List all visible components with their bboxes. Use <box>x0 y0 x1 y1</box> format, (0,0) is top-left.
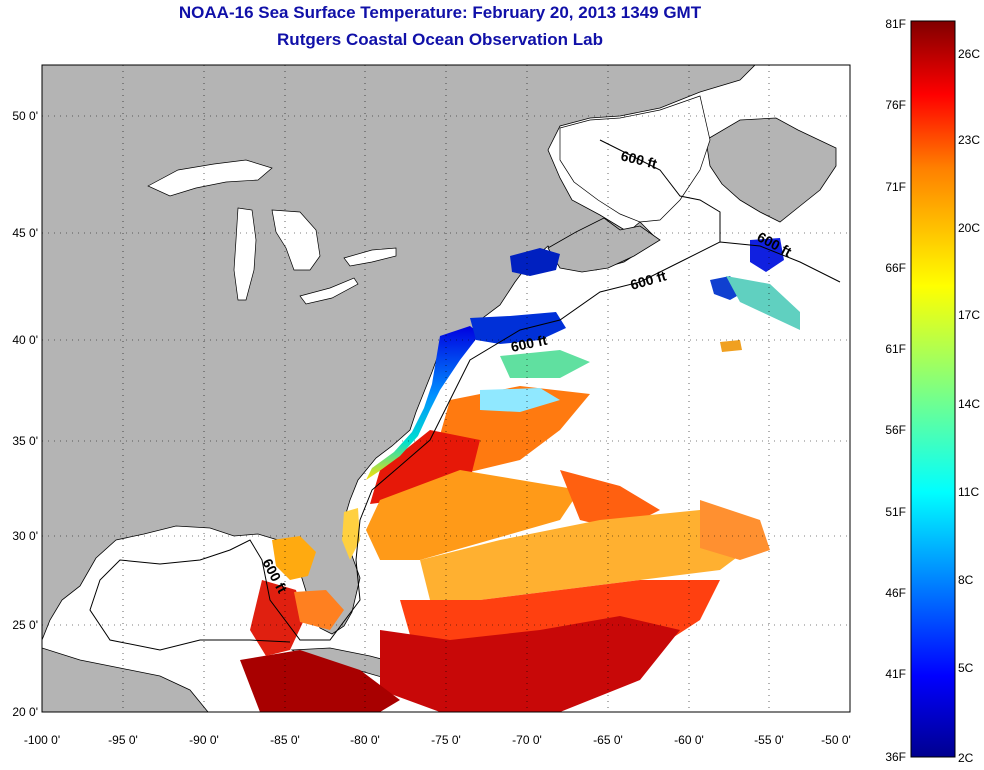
maritimes-land <box>547 217 661 273</box>
colorbar-gradient <box>910 20 956 758</box>
colorbar-c-label: 14C <box>958 397 980 411</box>
sst-data <box>240 238 800 712</box>
colorbar-f-label: 36F <box>885 750 906 764</box>
depth-contour-600ft <box>89 139 841 651</box>
colorbar-c-label: 26C <box>958 47 980 61</box>
colorbar-f-label: 56F <box>885 423 906 437</box>
lat-tick-label: 30 0' <box>12 529 38 543</box>
lon-tick-label: -85 0' <box>270 733 300 747</box>
lat-axis-labels: 20 0' 25 0' 30 0' 35 0' 40 0' 45 0' 50 0… <box>12 109 38 719</box>
gulf-st-lawrence <box>559 95 711 223</box>
lon-tick-label: -75 0' <box>431 733 461 747</box>
colorbar-f-label: 51F <box>885 505 906 519</box>
newfoundland-land <box>705 117 837 223</box>
colorbar-f-label: 46F <box>885 586 906 600</box>
colorbar-c-label: 20C <box>958 221 980 235</box>
lat-tick-label: 40 0' <box>12 333 38 347</box>
colorbar-c-label: 11C <box>958 485 979 499</box>
lon-tick-label: -100 0' <box>24 733 60 747</box>
yucatan-land <box>42 647 209 712</box>
colorbar-c-label: 17C <box>958 308 980 322</box>
map-title: NOAA-16 Sea Surface Temperature: Februar… <box>178 3 702 22</box>
lon-tick-label: -95 0' <box>108 733 138 747</box>
depth-label: 600 ft <box>509 332 548 355</box>
lake-erie <box>299 277 359 305</box>
lat-tick-label: 45 0' <box>12 226 38 240</box>
colorbar-f-label: 41F <box>885 667 906 681</box>
lake-superior <box>147 159 273 197</box>
lon-tick-label: -60 0' <box>674 733 704 747</box>
colorbar-c-labels: 26C 23C 20C 17C 14C 11C 8C 5C 2C <box>958 47 980 765</box>
colorbar-c-label: 2C <box>958 751 974 765</box>
lat-tick-label: 25 0' <box>12 618 38 632</box>
map-subtitle: Rutgers Coastal Ocean Observation Lab <box>277 30 603 49</box>
lat-tick-label: 20 0' <box>12 705 38 719</box>
colorbar-c-label: 8C <box>958 573 974 587</box>
lat-tick-label: 50 0' <box>12 109 38 123</box>
colorbar-f-label: 66F <box>885 261 906 275</box>
lon-tick-label: -65 0' <box>593 733 623 747</box>
colorbar-f-label: 71F <box>885 180 906 194</box>
colorbar-f-label: 76F <box>885 98 906 112</box>
colorbar-c-label: 23C <box>958 133 980 147</box>
lon-tick-label: -80 0' <box>350 733 380 747</box>
lon-tick-label: -50 0' <box>821 733 851 747</box>
lake-michigan <box>233 207 257 301</box>
colorbar-f-label: 81F <box>885 17 906 31</box>
lon-axis-labels: -100 0' -95 0' -90 0' -85 0' -80 0' -75 … <box>24 733 851 747</box>
colorbar-f-labels: 81F 76F 71F 66F 61F 56F 51F 46F 41F 36F <box>885 17 906 764</box>
lake-ontario <box>343 247 397 267</box>
north-america-land <box>42 65 756 641</box>
temperature-colorbar: 81F 76F 71F 66F 61F 56F 51F 46F 41F 36F … <box>885 17 980 765</box>
lat-tick-label: 35 0' <box>12 434 38 448</box>
lake-huron <box>271 209 321 271</box>
lon-tick-label: -70 0' <box>512 733 542 747</box>
lon-tick-label: -55 0' <box>754 733 784 747</box>
lon-tick-label: -90 0' <box>189 733 219 747</box>
colorbar-f-label: 61F <box>885 342 906 356</box>
colorbar-c-label: 5C <box>958 661 974 675</box>
